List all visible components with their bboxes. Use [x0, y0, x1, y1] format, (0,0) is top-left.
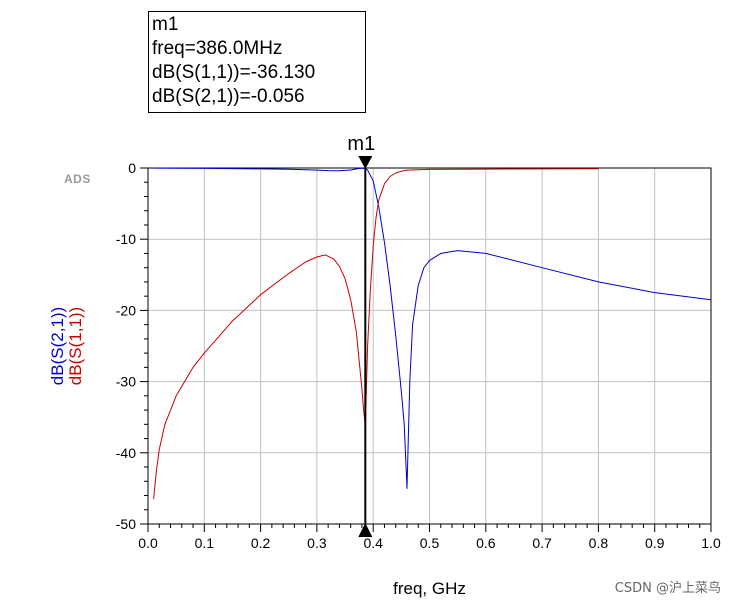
y-tick-label: -40: [116, 445, 136, 461]
marker-freq: freq=386.0MHz: [152, 38, 283, 59]
marker-readout-box: m1 freq=386.0MHz dB(S(1,1))=-36.130 dB(S…: [148, 11, 366, 113]
marker-label: m1: [347, 133, 375, 155]
x-axis-title: freq, GHz: [393, 579, 466, 598]
series-line-s21: [153, 167, 711, 489]
x-tick-label: 0.3: [307, 535, 327, 551]
y-tick-label: 0: [128, 160, 136, 176]
y-tick-label: -20: [116, 302, 136, 318]
x-tick-label: 0.5: [420, 535, 440, 551]
y-tick-label: -30: [116, 374, 136, 390]
ads-logo: ADS: [64, 172, 91, 186]
watermark: CSDN @沪上菜鸟: [614, 581, 721, 596]
y-tick-label: -10: [116, 231, 136, 247]
x-tick-label: 0.1: [195, 535, 215, 551]
x-tick-label: 0.9: [645, 535, 665, 551]
x-tick-label: 0.8: [589, 535, 609, 551]
marker-top-triangle: [358, 156, 373, 169]
marker-name: m1: [152, 14, 179, 35]
x-tick-label: 0.2: [251, 535, 271, 551]
marker-s21-value: dB(S(2,1))=-0.056: [152, 86, 305, 107]
x-tick-label: 1.0: [701, 535, 721, 551]
series-line-s11: [153, 168, 599, 500]
x-tick-label: 0.0: [138, 535, 158, 551]
x-tick-label: 0.4: [363, 535, 383, 551]
x-tick-label: 0.6: [476, 535, 496, 551]
y-tick-label: -50: [116, 516, 136, 532]
marker-s11-value: dB(S(1,1))=-36.130: [152, 62, 316, 83]
y-axis-title: dB(S(1,1)): [66, 307, 85, 385]
marker-bottom-triangle: [358, 523, 373, 537]
y-axis-title: dB(S(2,1)): [48, 307, 67, 385]
x-tick-label: 0.7: [532, 535, 552, 551]
